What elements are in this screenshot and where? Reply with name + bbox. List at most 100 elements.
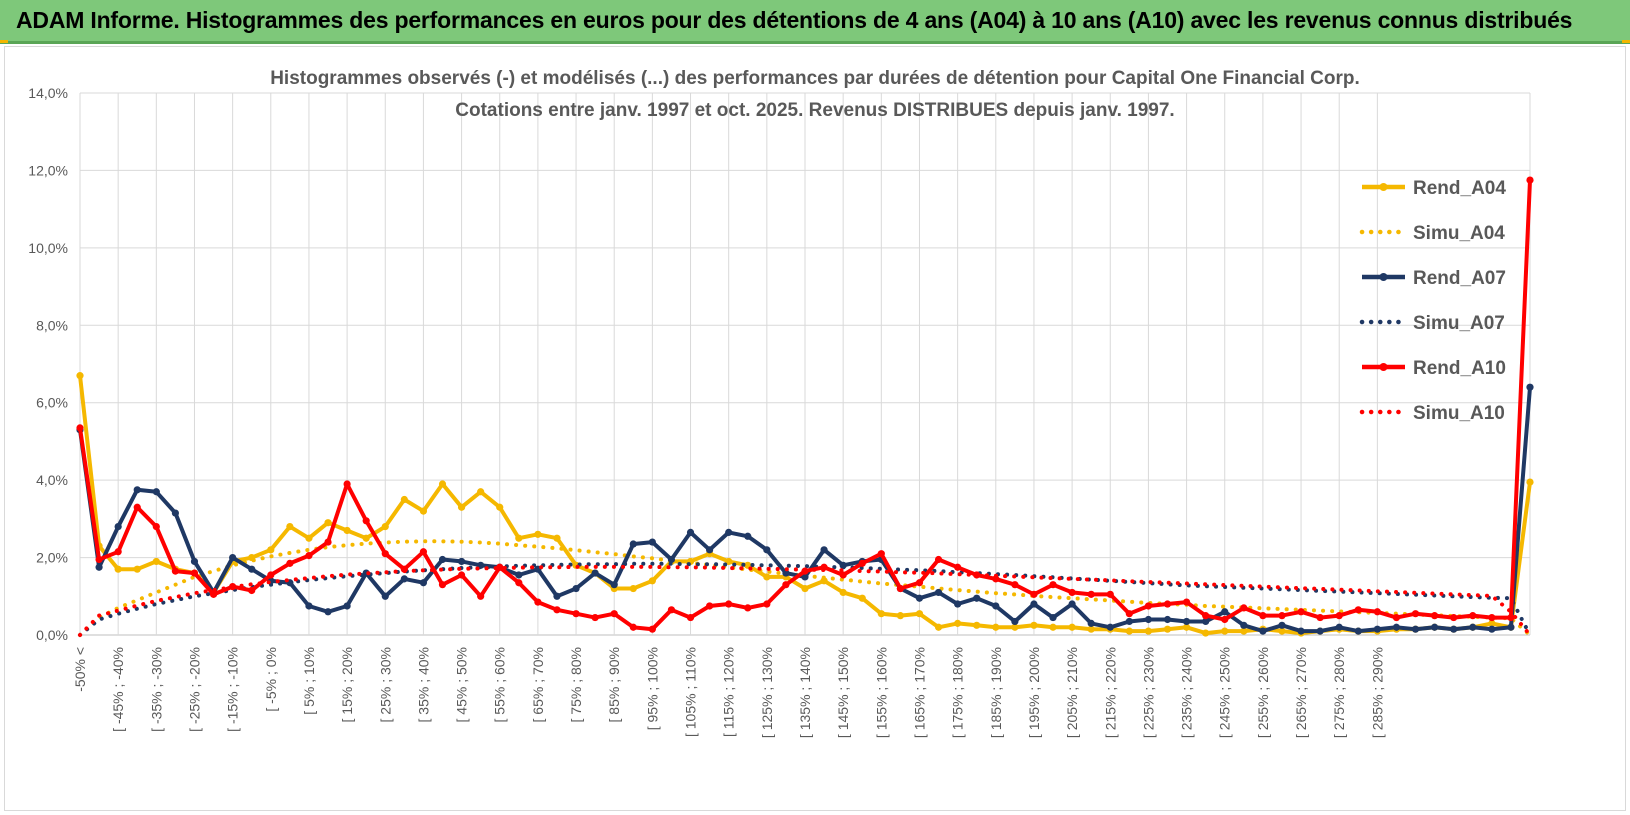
series-line [78, 564, 1532, 637]
data-point [915, 594, 924, 602]
data-point [1507, 613, 1515, 622]
data-point [877, 550, 885, 558]
data-point [324, 608, 332, 616]
x-tick-label: [ 135% ; 140% [797, 647, 813, 738]
data-point [1259, 612, 1267, 620]
x-tick-label: [ 245% ; 250% [1217, 647, 1233, 738]
data-point [496, 503, 504, 511]
data-point [610, 610, 618, 618]
data-point [286, 523, 294, 531]
x-tick-label: [ -35% ; -30% [148, 647, 164, 732]
data-point [419, 579, 428, 587]
data-point [629, 623, 637, 631]
data-point [1202, 629, 1210, 637]
data-point [629, 584, 637, 593]
data-point [1125, 610, 1133, 618]
x-tick-label: [ 285% ; 290% [1369, 647, 1385, 738]
x-tick-label: [ 5% ; 10% [301, 647, 317, 715]
x-tick-label: [ 45% ; 50% [454, 647, 470, 723]
data-point [133, 486, 141, 494]
x-tick-label: [ 185% ; 190% [988, 647, 1004, 738]
data-point [190, 557, 199, 566]
data-point [1526, 478, 1534, 486]
data-point [1431, 612, 1439, 620]
data-point [343, 526, 351, 535]
data-point [725, 557, 733, 566]
data-point [1182, 623, 1191, 631]
data-point [1392, 623, 1401, 631]
x-tick-label: [ 225% ; 230% [1140, 647, 1156, 738]
data-point [1316, 613, 1324, 622]
data-point [1106, 590, 1114, 598]
data-point [1030, 600, 1038, 608]
data-point [992, 602, 1000, 610]
data-point [1278, 621, 1286, 629]
legend-label: Simu_A04 [1413, 223, 1505, 244]
chart-title-line2: Cotations entre janv. 1997 et oct. 2025.… [455, 100, 1174, 121]
data-point [744, 604, 752, 612]
data-point [1125, 617, 1133, 626]
data-point [1202, 617, 1210, 626]
x-tick-label: [ 155% ; 160% [873, 647, 889, 738]
data-point [1221, 608, 1229, 616]
data-point [534, 530, 542, 538]
x-tick-label: [ 235% ; 240% [1179, 647, 1195, 738]
data-point [934, 623, 943, 631]
x-tick-label: [ 265% ; 270% [1293, 647, 1309, 738]
data-point [1411, 610, 1420, 618]
legend-label: Rend_A04 [1413, 178, 1506, 199]
x-tick-label: [ 35% ; 40% [415, 647, 431, 723]
corner-accent-right [1622, 40, 1630, 43]
data-point [934, 555, 943, 564]
data-point [362, 534, 370, 542]
data-point [1163, 615, 1172, 624]
data-point [248, 586, 256, 595]
data-point [648, 577, 656, 585]
data-point [343, 602, 351, 610]
x-tick-label: [ -5% ; 0% [263, 647, 279, 712]
data-point [171, 567, 179, 575]
legend-entry: Rend_A07 [1362, 268, 1506, 289]
data-point [1507, 623, 1515, 631]
x-tick-label: -50% < [72, 647, 88, 692]
data-point [782, 581, 790, 589]
data-point [572, 584, 580, 593]
data-point [286, 559, 294, 567]
data-point [477, 592, 485, 600]
data-point [1202, 612, 1210, 620]
data-point [667, 606, 676, 614]
data-point [1163, 600, 1172, 608]
data-point [133, 503, 141, 511]
data-point [381, 592, 389, 600]
data-point [305, 534, 313, 542]
data-point [1354, 627, 1362, 635]
data-point [725, 600, 733, 608]
data-point [343, 480, 351, 488]
data-point [438, 581, 447, 589]
x-tick-label: [ 115% ; 120% [721, 647, 737, 737]
legend: Rend_A04 Simu_A04 Rend_A07 Simu_A07 Rend_A10… [1359, 178, 1506, 424]
data-point [1125, 627, 1133, 635]
series-line [78, 561, 1532, 637]
data-point [114, 565, 122, 573]
x-tick-label: [ 75% ; 80% [568, 647, 584, 723]
x-tick-label: [ 55% ; 60% [492, 647, 508, 723]
chart-title-line1: Histogrammes observés (-) et modélisés (… [270, 68, 1360, 89]
data-point [973, 621, 981, 629]
data-point [1488, 625, 1496, 633]
data-point [992, 623, 1000, 631]
data-point [1373, 625, 1381, 633]
legend-label: Simu_A07 [1413, 313, 1505, 334]
data-point [858, 594, 866, 602]
data-point [1087, 625, 1095, 633]
data-point [1469, 623, 1477, 631]
data-point [76, 372, 84, 380]
data-point [438, 555, 447, 564]
legend-marker [1379, 183, 1388, 191]
data-point [782, 569, 790, 577]
data-point [171, 509, 179, 517]
x-axis: -50% < [ -45% ; -40% [ -35% ; -30% [ -25% ;… [72, 647, 1385, 738]
data-point [209, 590, 218, 598]
legend-marker [1379, 273, 1388, 281]
y-axis: 0,0% 2,0% 4,0% 6,0% 8,0% 10,0% 12,0% 14,0% [28, 85, 68, 643]
